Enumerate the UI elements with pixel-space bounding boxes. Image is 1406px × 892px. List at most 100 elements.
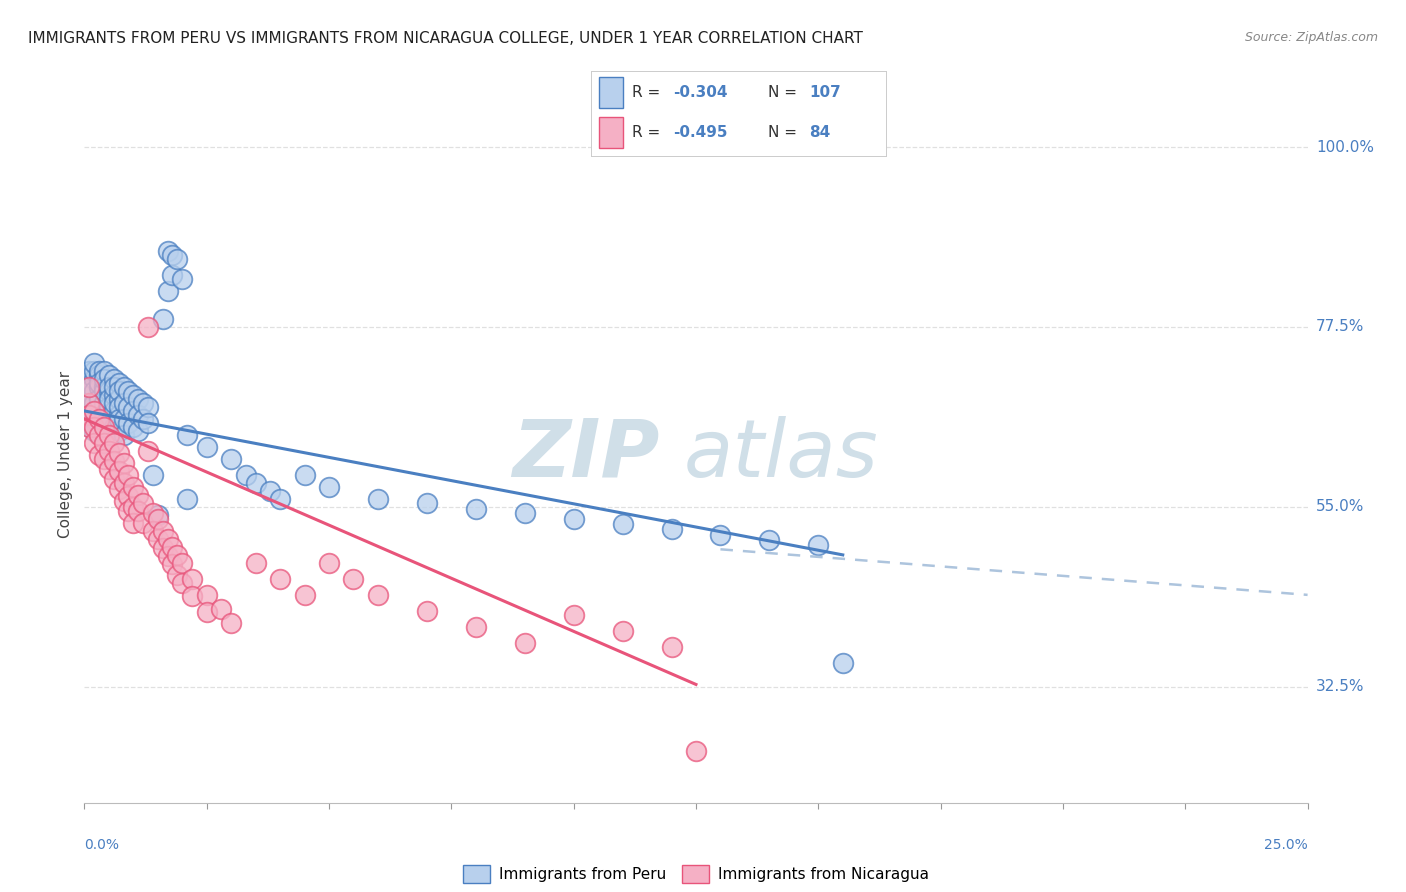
Legend: Immigrants from Peru, Immigrants from Nicaragua: Immigrants from Peru, Immigrants from Ni…	[457, 859, 935, 889]
Point	[103, 396, 125, 410]
Point	[132, 516, 155, 530]
Point	[661, 640, 683, 654]
Point	[166, 567, 188, 582]
Point	[162, 268, 184, 282]
Point	[83, 424, 105, 438]
Point	[97, 461, 120, 475]
Point	[142, 506, 165, 520]
Point	[127, 504, 149, 518]
Point	[77, 380, 100, 394]
Point	[219, 451, 242, 466]
Point	[87, 376, 110, 390]
Point	[195, 606, 218, 620]
Point	[77, 408, 100, 422]
Point	[77, 420, 100, 434]
Point	[152, 312, 174, 326]
Point	[97, 368, 120, 382]
Point	[87, 428, 110, 442]
Point	[107, 384, 129, 398]
Point	[93, 364, 115, 378]
Point	[93, 372, 115, 386]
FancyBboxPatch shape	[599, 78, 623, 108]
Point	[93, 380, 115, 394]
Point	[122, 480, 145, 494]
Point	[107, 392, 129, 406]
Point	[87, 368, 110, 382]
Point	[146, 508, 169, 522]
Point	[464, 620, 486, 634]
Point	[103, 380, 125, 394]
Point	[87, 392, 110, 406]
Point	[112, 475, 135, 490]
Point	[195, 588, 218, 602]
Point	[152, 541, 174, 556]
Point	[685, 744, 707, 758]
Text: 55.0%: 55.0%	[1316, 500, 1364, 515]
Point	[181, 572, 204, 586]
Point	[416, 496, 439, 510]
Point	[758, 533, 780, 548]
Point	[117, 504, 139, 518]
Point	[107, 424, 129, 438]
Point	[97, 384, 120, 398]
Point	[245, 556, 267, 570]
Text: 107: 107	[808, 85, 841, 100]
Text: 32.5%: 32.5%	[1316, 680, 1364, 694]
Point	[112, 396, 135, 410]
Point	[136, 416, 159, 430]
Text: 84: 84	[808, 125, 831, 140]
Point	[117, 416, 139, 430]
Point	[87, 364, 110, 378]
Point	[831, 656, 853, 670]
Point	[122, 500, 145, 514]
Point	[77, 396, 100, 410]
Point	[132, 412, 155, 426]
Point	[342, 572, 364, 586]
Point	[162, 540, 184, 554]
Point	[156, 532, 179, 546]
Point	[661, 522, 683, 536]
Point	[77, 384, 100, 398]
Point	[107, 376, 129, 390]
Point	[97, 428, 120, 442]
Point	[97, 444, 120, 458]
Point	[122, 420, 145, 434]
Point	[127, 488, 149, 502]
Point	[416, 604, 439, 618]
Point	[83, 404, 105, 418]
Point	[269, 491, 291, 506]
Point	[156, 549, 179, 564]
Point	[136, 444, 159, 458]
Point	[132, 496, 155, 510]
Text: R =: R =	[631, 125, 665, 140]
Point	[146, 512, 169, 526]
Point	[83, 372, 105, 386]
Point	[117, 384, 139, 398]
Point	[259, 483, 281, 498]
Text: 25.0%: 25.0%	[1264, 838, 1308, 853]
Point	[87, 412, 110, 426]
Point	[142, 524, 165, 538]
Point	[103, 404, 125, 418]
Point	[127, 392, 149, 406]
Text: -0.495: -0.495	[673, 125, 728, 140]
Point	[103, 372, 125, 386]
Point	[172, 272, 194, 286]
Point	[77, 396, 100, 410]
Point	[83, 436, 105, 450]
Point	[117, 467, 139, 482]
Point	[83, 396, 105, 410]
Point	[612, 517, 634, 532]
Point	[93, 420, 115, 434]
Point	[112, 493, 135, 508]
Point	[136, 320, 159, 334]
Point	[93, 451, 115, 466]
Point	[146, 532, 169, 546]
Point	[93, 412, 115, 426]
Point	[117, 400, 139, 414]
Point	[83, 412, 105, 426]
Point	[294, 588, 316, 602]
Point	[318, 480, 340, 494]
Point	[294, 467, 316, 482]
Point	[87, 448, 110, 462]
